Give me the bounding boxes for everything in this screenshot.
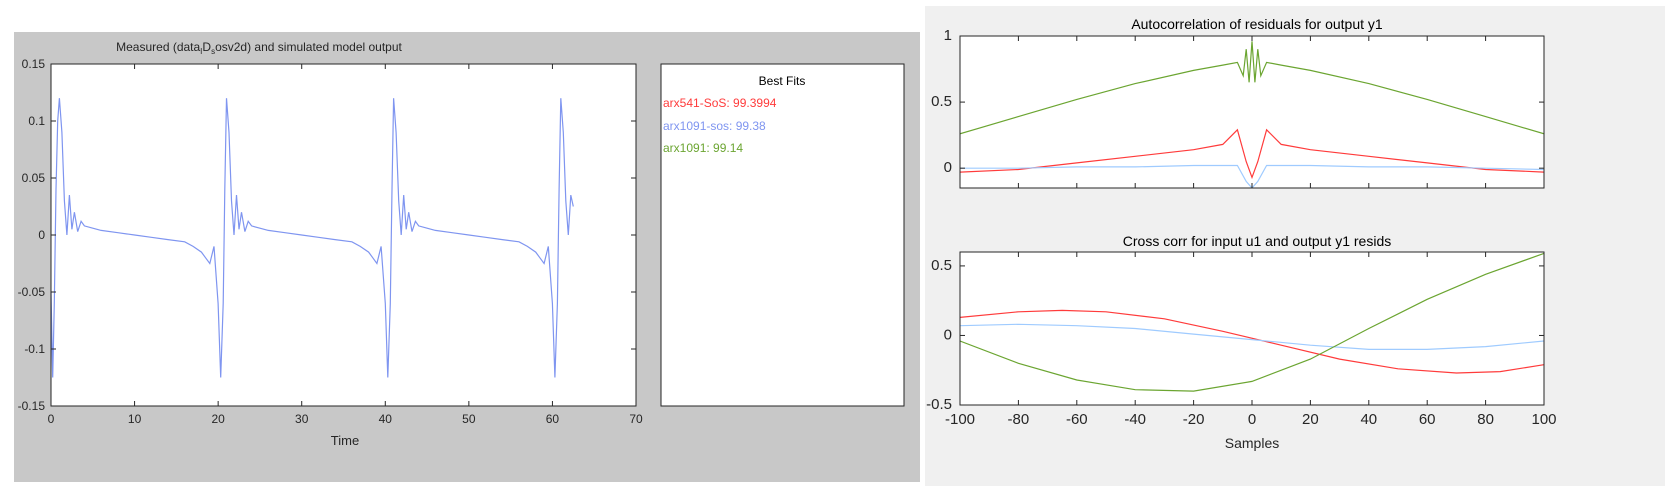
x-axis-label: Time (331, 433, 359, 448)
legend-entry-arx1091-sos[interactable]: arx1091-sos: 99.38 (663, 119, 766, 133)
y-tick-label: 0 (38, 228, 45, 242)
series-line-1 (960, 323, 1544, 350)
series-line-2 (960, 164, 1544, 188)
series-line-2 (960, 252, 1544, 392)
x-tick-label: 20 (211, 412, 225, 426)
x-tick-label: -80 (1008, 411, 1030, 428)
legend-entry-arx1091[interactable]: arx1091: 99.14 (663, 141, 743, 155)
y-tick-label: 1 (944, 27, 952, 44)
x-tick-label: 80 (1477, 411, 1494, 428)
x-tick-label: -40 (1124, 411, 1146, 428)
y-tick-label: 0.05 (22, 171, 46, 185)
x-tick-label: 10 (128, 412, 142, 426)
y-tick-label: 0 (944, 159, 952, 176)
x-tick-label: 40 (1360, 411, 1377, 428)
autocorr-title: Autocorrelation of residuals for output … (1131, 16, 1383, 32)
chart-title: Measured (dataIDsosv2d) and simulated mo… (116, 40, 402, 56)
crosscorr-title: Cross corr for input u1 and output y1 re… (1123, 233, 1391, 249)
autocorr-plot-area[interactable]: 00.51 (931, 27, 1545, 189)
y-tick-label: -0.15 (18, 399, 46, 413)
y-tick-label: -0.1 (24, 342, 45, 356)
series-line-0 (960, 309, 1544, 374)
x-tick-label: 0 (48, 412, 55, 426)
x-tick-label: 60 (546, 412, 560, 426)
series-line-0 (51, 98, 574, 378)
x-tick-label: -60 (1066, 411, 1088, 428)
x-tick-label: 50 (462, 412, 476, 426)
legend-box (660, 63, 905, 407)
right-figure-panel: Autocorrelation of residuals for output … (925, 6, 1665, 486)
residual-analysis-chart: Autocorrelation of residuals for output … (926, 16, 1557, 451)
series-line-1 (960, 128, 1544, 180)
legend-entry-arx541[interactable]: arx541-SoS: 99.3994 (663, 96, 777, 110)
x-tick-label: 0 (1248, 411, 1256, 428)
x-tick-label: 60 (1419, 411, 1436, 428)
x-tick-label: 100 (1531, 411, 1556, 428)
y-tick-label: 0.5 (931, 257, 952, 274)
x-axis-label: Samples (1225, 435, 1279, 451)
x-tick-label: 20 (1302, 411, 1319, 428)
legend-title: Best Fits (759, 74, 806, 88)
plot-background (960, 36, 1544, 188)
x-tick-label: -20 (1183, 411, 1205, 428)
plot-background (51, 64, 636, 406)
y-tick-label: 0.1 (28, 114, 45, 128)
legend-panel: Best Fits arx541-SoS: 99.3994 arx1091-so… (660, 63, 905, 407)
crosscorr-plot-area[interactable]: -0.5 0 0.5 -100 -80 -60 -40 -20 0 20 40 60 80 100 (926, 251, 1557, 428)
y-tick-label: 0.5 (931, 93, 952, 110)
plot-area[interactable]: -0.15 -0.1 -0.05 0 0.05 0.1 0.15 0 10 20 30 40 50 60 7… (18, 57, 643, 426)
x-tick-label: -100 (945, 411, 975, 428)
y-tick-label: -0.05 (18, 285, 46, 299)
x-tick-label: 40 (379, 412, 393, 426)
x-tick-label: 30 (295, 412, 309, 426)
model-output-chart: Measured (dataIDsosv2d) and simulated mo… (18, 40, 905, 448)
series-line-0 (960, 41, 1544, 135)
left-figure-panel: Measured (dataIDsosv2d) and simulated mo… (14, 32, 920, 482)
x-tick-label: 70 (629, 412, 643, 426)
y-tick-label: 0 (944, 326, 952, 343)
y-tick-label: -0.5 (926, 396, 952, 413)
y-tick-label: 0.15 (22, 57, 46, 71)
plot-background (960, 252, 1544, 405)
